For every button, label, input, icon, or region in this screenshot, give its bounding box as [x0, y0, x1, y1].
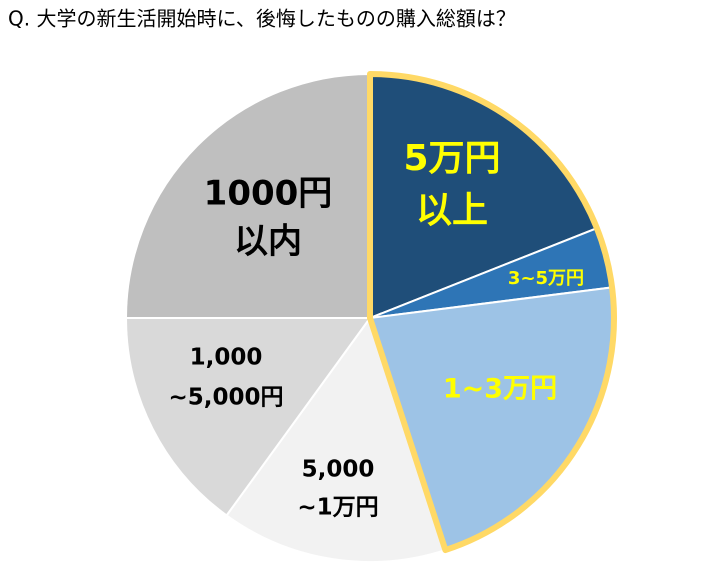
slice-label: ~1万円: [297, 495, 378, 521]
slice-label: 5万円: [403, 138, 500, 179]
slice-label: 1~3万円: [443, 374, 557, 405]
highlight-outline: [367, 71, 617, 554]
slice-label: 1,000: [190, 345, 263, 371]
pie-slice: [124, 317, 372, 517]
chart-title: Q. 大学の新生活開始時に、後悔したものの購入総額は？: [8, 7, 516, 31]
slice-label: 1000円: [204, 174, 333, 214]
pie-slice: [225, 315, 447, 563]
slice-label: 3~5万円: [508, 268, 584, 289]
slice-label: ~5,000円: [168, 385, 283, 411]
pie-slice: [124, 72, 371, 319]
slice-label: 以上: [416, 190, 488, 231]
slice-label: 以内: [234, 222, 302, 262]
slice-label: 5,000: [302, 457, 375, 483]
